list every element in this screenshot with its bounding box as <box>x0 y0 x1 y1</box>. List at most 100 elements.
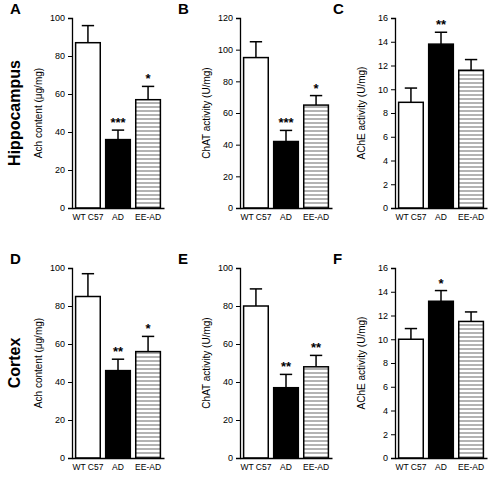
plot-area <box>244 289 329 458</box>
error-bar <box>410 329 412 340</box>
panel: *0246810121416WT C57ADEE-ADAChE activity… <box>333 250 488 472</box>
bar <box>459 321 484 458</box>
tick: 60 <box>223 108 240 118</box>
tick: AD <box>112 462 124 472</box>
bar <box>429 44 454 208</box>
tick: 6 <box>383 132 395 142</box>
plot-area <box>399 32 484 208</box>
tick: 20 <box>223 172 240 182</box>
x-axis: WT C57ADEE-AD <box>395 209 487 223</box>
bar <box>399 339 424 458</box>
tick-label: 2 <box>383 180 388 190</box>
significance: ** <box>311 340 322 355</box>
x-axis: WT C57ADEE-AD <box>240 459 332 473</box>
tick: AD <box>435 212 447 222</box>
x-axis: WT C57ADEE-AD <box>395 459 487 473</box>
tick-mark <box>236 145 240 146</box>
tick: 6 <box>383 382 395 392</box>
tick-label: 20 <box>55 165 65 175</box>
tick-label: 80 <box>223 77 233 87</box>
tick-mark <box>391 363 395 364</box>
figure: ****020406080100WT C57ADEE-ADAch content… <box>0 0 490 500</box>
row-label: Cortex <box>6 338 23 389</box>
bar <box>274 142 299 209</box>
error-bar <box>440 291 442 302</box>
error-bar <box>117 130 119 140</box>
tick-mark <box>391 18 395 19</box>
tick: 40 <box>223 377 240 387</box>
tick-label: 8 <box>383 108 388 118</box>
bar <box>136 100 161 208</box>
tick-label: 20 <box>223 415 233 425</box>
tick: EE-AD <box>458 212 484 222</box>
tick: 8 <box>383 108 395 118</box>
y-axis: 0246810121416 <box>378 13 396 213</box>
panel: ***020406080100WT C57ADEE-ADAch content … <box>10 250 165 472</box>
tick-label: 6 <box>383 132 388 142</box>
tick: 10 <box>378 335 395 345</box>
tick-mark <box>236 176 240 177</box>
tick-label: 4 <box>383 406 388 416</box>
y-axis-title: ChAT activity (U/mg) <box>201 67 212 158</box>
tick-label: 16 <box>378 263 388 273</box>
tick: AD <box>435 462 447 472</box>
tick-mark <box>236 268 240 269</box>
plot-area <box>76 26 161 208</box>
tick: 16 <box>378 263 395 273</box>
tick-mark <box>68 458 72 459</box>
tick-mark <box>391 268 395 269</box>
axis-line <box>68 269 73 459</box>
tick-mark <box>68 382 72 383</box>
tick: 80 <box>223 301 240 311</box>
tick-label: 0 <box>60 203 65 213</box>
bar <box>459 70 484 208</box>
bar <box>244 58 269 208</box>
tick-mark <box>68 94 72 95</box>
tick-label: 0 <box>228 203 233 213</box>
error-bar <box>440 32 442 44</box>
tick-mark <box>68 18 72 19</box>
tick-mark <box>391 137 395 138</box>
tick-label: WT C57 <box>395 462 426 472</box>
tick-mark <box>236 344 240 345</box>
error-bar <box>470 312 472 322</box>
y-axis-title: AChE activity (U/mg) <box>356 317 367 410</box>
tick-mark <box>236 113 240 114</box>
y-axis-title: AChE activity (U/mg) <box>356 67 367 160</box>
tick-label: 60 <box>55 339 65 349</box>
tick: 40 <box>55 127 72 137</box>
tick-label: 14 <box>378 37 388 47</box>
tick-mark <box>391 89 395 90</box>
tick-mark <box>391 208 395 209</box>
tick: WT C57 <box>72 212 103 222</box>
plot-area <box>76 274 161 458</box>
error-bar <box>410 88 412 102</box>
tick-mark <box>391 292 395 293</box>
tick-label: 0 <box>383 453 388 463</box>
y-axis-title: ChAT activity (U/mg) <box>201 317 212 408</box>
error-bar <box>117 359 119 370</box>
y-axis: 0246810121416 <box>378 263 396 463</box>
bar <box>106 371 131 458</box>
error-bar <box>285 130 287 141</box>
tick-mark <box>391 316 395 317</box>
tick-label: AD <box>280 462 292 472</box>
tick-label: 4 <box>383 156 388 166</box>
panel: ****020406080100WT C57ADEE-ADChAT activi… <box>178 250 333 472</box>
tick: WT C57 <box>72 462 103 472</box>
tick-mark <box>391 184 395 185</box>
x-axis: WT C57ADEE-AD <box>240 209 332 223</box>
tick-label: 80 <box>223 301 233 311</box>
tick-mark <box>68 208 72 209</box>
tick: 0 <box>60 453 72 463</box>
tick: WT C57 <box>240 462 271 472</box>
tick-mark <box>68 56 72 57</box>
tick: WT C57 <box>240 212 271 222</box>
axis-line <box>396 208 488 209</box>
tick-label: AD <box>280 212 292 222</box>
tick-label: 12 <box>378 61 388 71</box>
tick-mark <box>68 420 72 421</box>
tick: 12 <box>378 61 395 71</box>
y-axis-title: Ach content (μg/mg) <box>33 318 44 408</box>
tick-label: AD <box>112 212 124 222</box>
